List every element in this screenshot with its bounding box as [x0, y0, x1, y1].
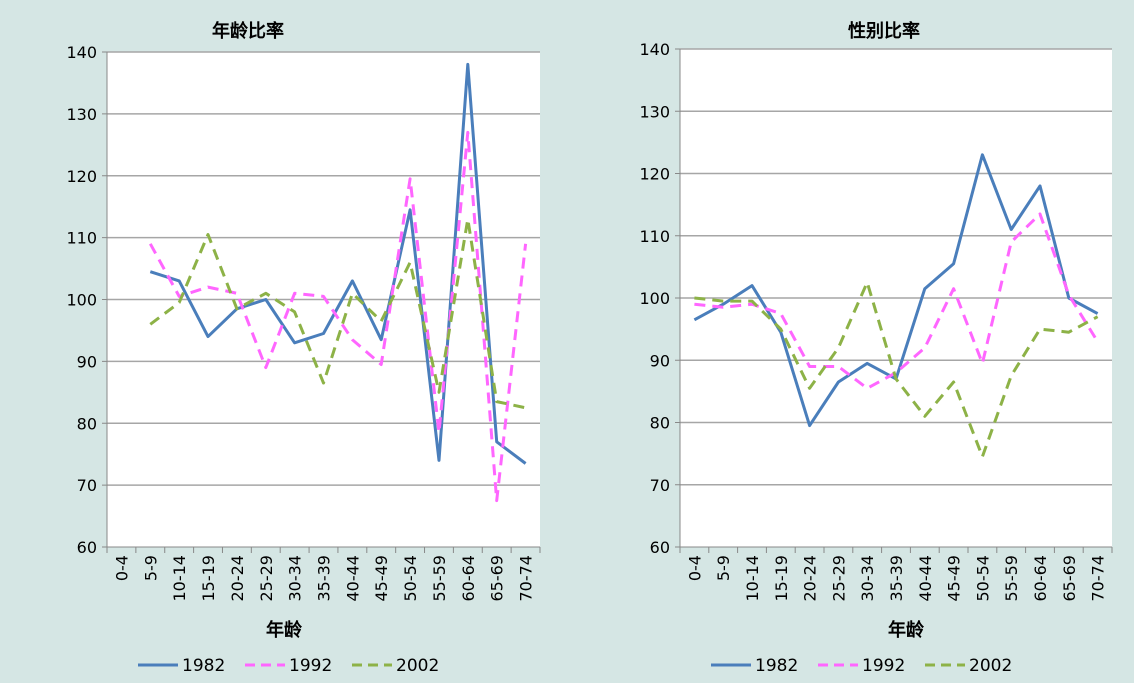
legend-label: 1982: [755, 656, 798, 676]
y-tick-label: 140: [66, 43, 97, 62]
chart-panel-2: 60 70 80 90 100 110 120 130 140 0-4 5-9 10-14 15-19 2…: [639, 20, 1113, 676]
x-tick-label: 55-59: [1002, 555, 1021, 602]
x-tick-label: 30-34: [858, 555, 877, 602]
y-tick-label: 110: [639, 227, 670, 246]
legend-item-1992: 1992: [245, 656, 332, 676]
x-tick-label: 10-14: [743, 555, 762, 602]
x-tick-label: 15-19: [772, 555, 791, 602]
chart-title: 性别比率: [848, 20, 920, 42]
x-tick-label: 15-19: [199, 555, 218, 602]
legend-item-1992: 1992: [818, 656, 905, 676]
x-tick-label: 0-4: [685, 555, 704, 581]
y-tick-label: 100: [639, 289, 670, 308]
y-tick-label: 140: [639, 40, 670, 59]
legend-item-2002: 2002: [352, 656, 439, 676]
legend-item-2002: 2002: [925, 656, 1012, 676]
x-tick-label: 70-74: [1089, 555, 1108, 602]
x-tick-label: 45-49: [945, 555, 964, 602]
x-tick-label: 20-24: [228, 555, 247, 602]
y-tick-label: 120: [639, 165, 670, 184]
x-tick-label: 10-14: [170, 555, 189, 602]
x-tick-label: 65-69: [1060, 555, 1079, 602]
series-line-1982: [149, 62, 527, 465]
x-tick-label: 25-29: [829, 555, 848, 602]
y-tick-label: 80: [650, 414, 670, 433]
legend-label: 1982: [182, 656, 225, 676]
legend-label: 2002: [396, 656, 439, 676]
legend-item-1982: 1982: [711, 656, 798, 676]
x-tick-label: 70-74: [517, 555, 536, 602]
x-tick-label: 40-44: [343, 555, 362, 602]
legend-label: 1992: [289, 656, 332, 676]
x-tick-label: 50-54: [401, 555, 420, 602]
chart-title: 年龄比率: [212, 20, 284, 42]
x-tick-label: 50-54: [973, 555, 992, 602]
series-line-1992: [148, 130, 528, 503]
y-tick-label: 90: [650, 351, 670, 370]
y-tick-label: 60: [650, 538, 670, 557]
y-tick-label: 120: [66, 167, 97, 186]
x-tick-label: 30-34: [286, 555, 305, 602]
x-tick-label: 65-69: [488, 555, 507, 602]
y-tick-label: 130: [639, 102, 670, 121]
x-tick-label: 0-4: [112, 555, 131, 581]
x-tick-label: 55-59: [430, 555, 449, 602]
x-tick-label: 40-44: [916, 555, 935, 602]
series-line-1992: [694, 212, 1099, 390]
x-tick-label: 25-29: [257, 555, 276, 602]
chart-panel-1: 60 70 80 90 100 110 120 130 140 0-4 5-9 10-14 15-19 2…: [66, 20, 541, 676]
y-tick-label: 90: [77, 352, 97, 371]
x-tick-label: 60-64: [459, 555, 478, 602]
y-tick-label: 80: [77, 414, 97, 433]
x-tick-label: 5-9: [141, 555, 160, 581]
x-tick-label: 5-9: [714, 555, 733, 581]
y-tick-label: 110: [66, 229, 97, 248]
x-tick-label: 35-39: [315, 555, 334, 602]
x-tick-label: 20-24: [801, 555, 820, 602]
y-tick-label: 70: [650, 476, 670, 495]
y-tick-label: 60: [77, 538, 97, 557]
x-axis-label: 年龄: [266, 619, 303, 641]
legend-label: 2002: [969, 656, 1012, 676]
x-tick-label: 35-39: [887, 555, 906, 602]
y-tick-label: 70: [77, 476, 97, 495]
legend-item-1982: 1982: [138, 656, 225, 676]
legend-label: 1992: [862, 656, 905, 676]
y-tick-label: 130: [66, 105, 97, 124]
x-tick-label: 45-49: [372, 555, 391, 602]
series-line-2002: [149, 217, 526, 410]
x-tick-label: 60-64: [1031, 555, 1050, 602]
y-tick-label: 100: [66, 291, 97, 310]
x-axis-label: 年龄: [888, 619, 925, 641]
series-line-2002: [694, 280, 1099, 459]
